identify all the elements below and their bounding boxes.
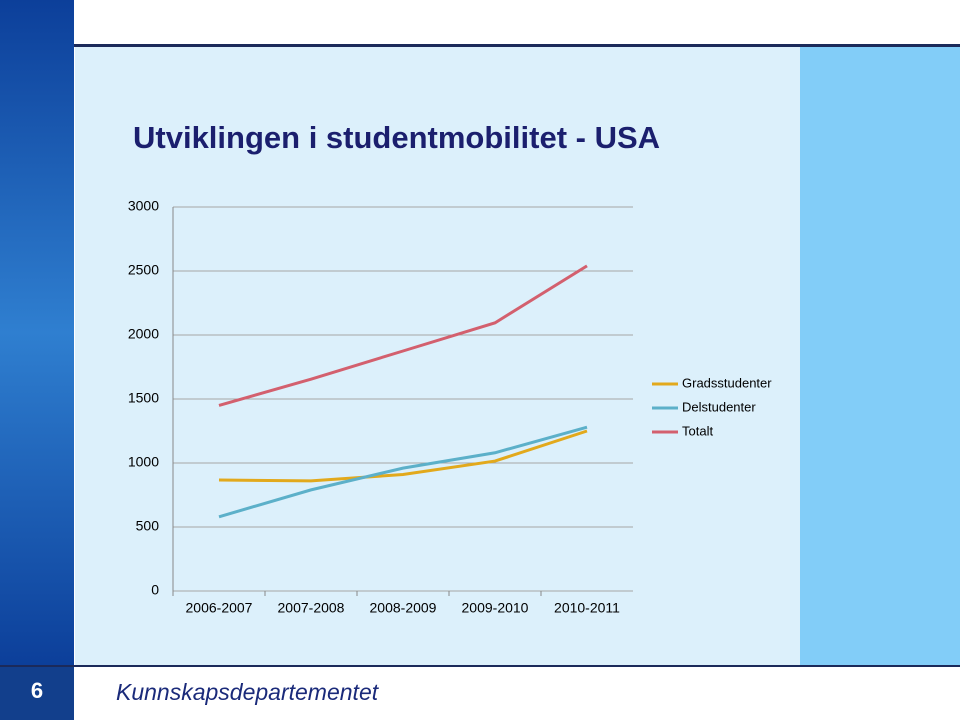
x-tick-label: 2007-2008: [278, 600, 345, 616]
x-tick-label: 2008-2009: [370, 600, 437, 616]
x-tick-label: 2010-2011: [554, 600, 620, 616]
y-tick-label: 0: [151, 582, 159, 598]
y-tick-label: 1500: [128, 390, 159, 406]
legend-label: Delstudenter: [682, 399, 756, 414]
footer: Kunnskapsdepartementet: [116, 679, 380, 705]
left-strip: [0, 0, 74, 665]
content-area-top2: [131, 47, 800, 54]
y-tick-label: 2000: [128, 326, 159, 342]
y-tick-label: 1000: [128, 454, 159, 470]
x-tick-label: 2006-2007: [186, 600, 253, 616]
y-tick-label: 500: [136, 518, 160, 534]
page-number-box: [0, 667, 74, 720]
series-line: [218, 429, 588, 483]
right-strip: [800, 47, 960, 665]
series-line: [218, 425, 588, 519]
y-tick-label: 2500: [128, 262, 159, 278]
y-tick-label: 3000: [128, 198, 159, 214]
legend-label: Gradsstudenter: [682, 375, 772, 390]
x-tick-label: 2009-2010: [462, 600, 529, 616]
top-rule: [74, 44, 960, 47]
content-area: [75, 54, 800, 665]
page-number: 6: [31, 678, 43, 703]
legend-label: Totalt: [682, 423, 713, 438]
chart-title: Utviklingen i studentmobilitet - USA: [133, 120, 660, 155]
bottom-rule: [0, 665, 960, 667]
series-line: [218, 264, 588, 407]
